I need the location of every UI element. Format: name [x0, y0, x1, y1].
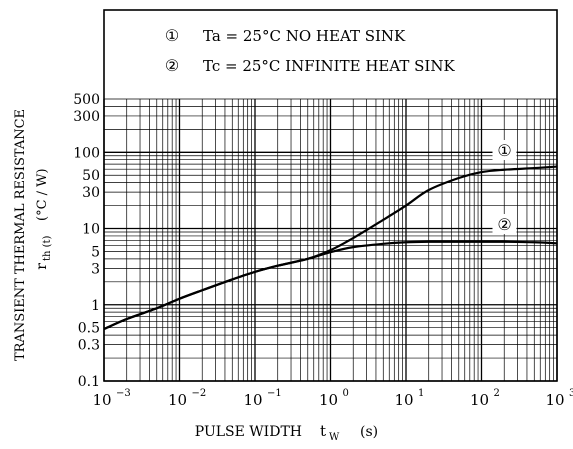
legend-text-2: Tc = 25°C INFINITE HEAT SINK [203, 57, 455, 75]
x-axis-unit: (s) [360, 424, 378, 440]
y-axis-unit: (°C / W) [35, 168, 50, 221]
y-tick-label: 300 [73, 109, 100, 125]
x-tick-exponent: −1 [267, 388, 282, 399]
y-tick-label: 1 [91, 298, 100, 314]
y-tick-label: 3 [91, 261, 100, 277]
series-layer [103, 165, 558, 331]
x-tick-exponent: −2 [192, 388, 207, 399]
y-tick-label: 0.3 [78, 338, 100, 354]
x-tick-label: 10 [394, 391, 413, 409]
legend-marker-1: ① [165, 26, 179, 45]
tick-layer: 10 −3 10 −2 10 −1 10 0 10 1 10 2 10 30.10.30.51351030… [73, 92, 573, 409]
legend-layer: ① Ta = 25°C NO HEAT SINK ② Tc = 25°C INFINI… [165, 26, 456, 75]
y-axis-symbol: r [34, 263, 50, 270]
x-tick-exponent: 0 [343, 388, 349, 399]
x-tick-exponent: 3 [569, 388, 573, 399]
x-tick-exponent: −3 [116, 388, 131, 399]
y-tick-label: 5 [91, 244, 100, 260]
y-tick-label: 500 [73, 92, 100, 108]
y-tick-label: 0.1 [78, 374, 100, 390]
series-1-label-background [492, 140, 517, 160]
y-tick-label: 30 [82, 185, 100, 201]
y-tick-label: 0.5 [78, 321, 100, 337]
series-label-layer: ①② [492, 140, 517, 234]
x-tick-label: 10 [545, 391, 564, 409]
y-tick-label: 10 [82, 222, 100, 238]
series-1-label: ① [497, 141, 511, 160]
x-tick-label: 10 [319, 391, 338, 409]
x-axis-label: PULSE WIDTH [195, 424, 302, 440]
x-tick-exponent: 2 [494, 388, 500, 399]
frame-layer [103, 9, 558, 382]
y-tick-label: 50 [82, 168, 100, 184]
grid-layer [103, 98, 558, 382]
y-axis-symbol-subscript: th (t) [42, 235, 53, 261]
x-axis-symbol-subscript: W [329, 432, 340, 443]
y-axis-label-line1: TRANSIENT THERMAL RESISTANCE [13, 109, 28, 361]
x-tick-label: 10 [470, 391, 489, 409]
x-tick-label: 10 [168, 391, 187, 409]
legend-text-1: Ta = 25°C NO HEAT SINK [203, 27, 406, 45]
x-axis-symbol: t [320, 422, 326, 440]
series-2-label: ② [497, 215, 511, 234]
x-tick-label: 10 [92, 391, 111, 409]
series-2-line [103, 240, 558, 331]
plot-frame [103, 9, 558, 382]
y-tick-label: 100 [73, 145, 100, 161]
x-tick-label: 10 [243, 391, 262, 409]
legend-marker-2: ② [165, 56, 179, 75]
x-tick-exponent: 1 [418, 388, 424, 399]
series-2-label-background [492, 214, 517, 234]
